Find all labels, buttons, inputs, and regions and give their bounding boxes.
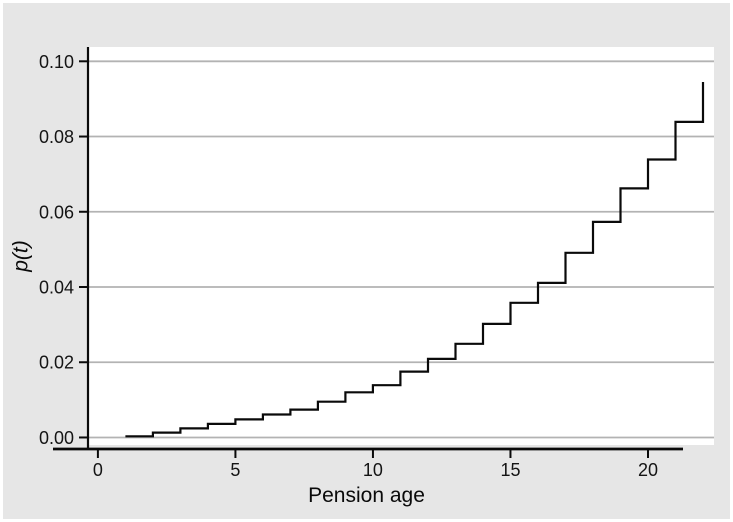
x-tick-label: 20 <box>638 460 658 480</box>
y-axis-title: p(t) <box>9 240 33 272</box>
x-tick-label: 15 <box>500 460 520 480</box>
y-tick-label: 0.10 <box>39 52 74 72</box>
y-tick-label: 0.00 <box>39 428 74 448</box>
step-chart-canvas: 0.00 0.02 0.04 0.06 0.08 0.10 0 5 10 15 20 <box>39 47 714 480</box>
y-tick-label: 0.08 <box>39 127 74 147</box>
x-tick-label: 10 <box>363 460 383 480</box>
y-tick-label: 0.06 <box>39 202 74 222</box>
y-tick-label: 0.04 <box>39 278 74 298</box>
step-curve <box>125 82 705 438</box>
y-tick-label: 0.02 <box>39 353 74 373</box>
x-tick-label: 5 <box>230 460 240 480</box>
x-axis-title: Pension age <box>308 484 425 507</box>
x-tick-label: 0 <box>93 460 103 480</box>
